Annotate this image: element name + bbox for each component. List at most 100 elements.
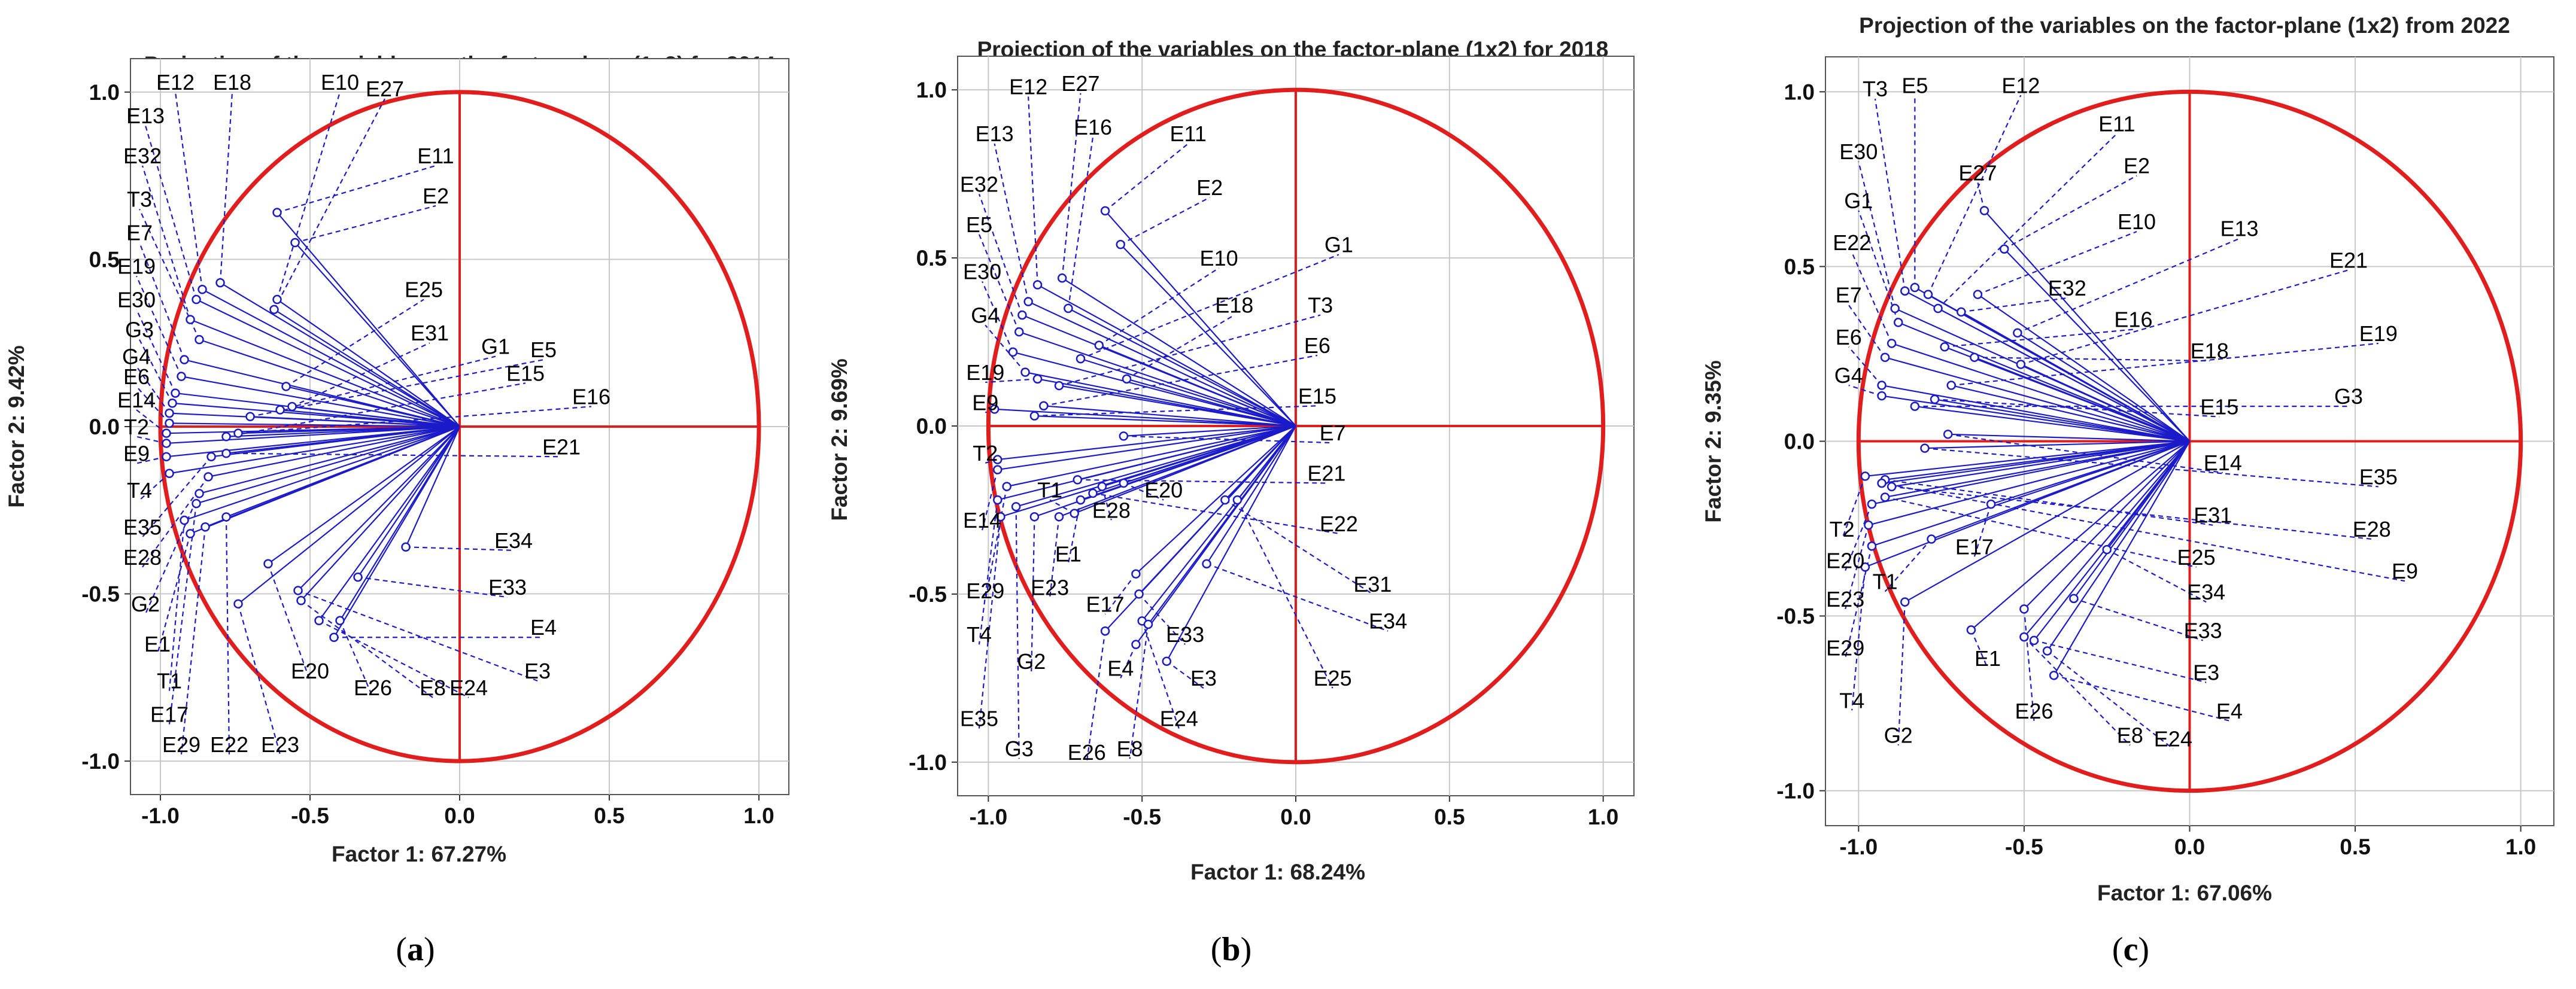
point-label: E11 — [1170, 121, 1207, 146]
vector-line-e35 — [211, 425, 460, 458]
vector-line-e10 — [277, 299, 460, 427]
leader-line-e7 — [1848, 305, 1886, 358]
point-label: E14 — [963, 508, 1001, 532]
point-label: E5 — [966, 212, 992, 237]
data-point-e17 — [1131, 569, 1141, 579]
data-point-e10 — [1973, 290, 1983, 299]
leader-line-e24 — [2046, 650, 2174, 750]
chart-panel-b: Projection of the variables on the facto… — [827, 37, 1635, 968]
chart-panel-c: Projection of the variables on the facto… — [1701, 13, 2554, 968]
point-label: E26 — [1068, 740, 1106, 765]
y-tick-label: 0.5 — [916, 246, 947, 270]
vector-line-e13 — [1028, 301, 1296, 427]
y-axis-label: Factor 2: 9.69% — [827, 358, 852, 521]
leader-line-e33 — [1138, 594, 1186, 645]
y-tick-label: 0.5 — [89, 247, 120, 272]
data-point-e23 — [1054, 512, 1064, 522]
point-label: E28 — [2353, 517, 2391, 541]
x-tick-label: -0.5 — [291, 804, 329, 828]
leader-line-e23 — [1845, 525, 1869, 610]
point-label: E4 — [530, 615, 557, 640]
vector-line-e7 — [1123, 425, 1296, 437]
leader-line-e24 — [318, 620, 469, 698]
vector-line-e23 — [1868, 440, 2190, 526]
leader-line-e33 — [2073, 598, 2203, 641]
leader-line-e8 — [300, 600, 433, 698]
leader-line-e4 — [1120, 644, 1137, 678]
point-label: E30 — [117, 287, 156, 312]
vector-line-e3 — [2033, 440, 2191, 641]
data-point-e28 — [203, 472, 213, 482]
vector-line-e2 — [1120, 244, 1296, 427]
vector-line-e31 — [291, 406, 460, 428]
vector-line-e23 — [1059, 425, 1296, 518]
data-point-e15 — [1029, 411, 1040, 421]
point-label: E30 — [1839, 139, 1878, 164]
data-point-e15 — [221, 432, 231, 442]
leader-line-e25 — [285, 299, 424, 387]
data-point-e33 — [2069, 594, 2079, 604]
point-label: T2 — [124, 415, 149, 439]
data-point-e10 — [272, 294, 282, 305]
vector-line-e23 — [238, 426, 460, 605]
point-label: G1 — [481, 334, 510, 359]
leader-line-e1 — [156, 533, 192, 655]
vector-line-e13 — [196, 299, 460, 427]
point-label: E22 — [1833, 230, 1871, 255]
vector-line-e6 — [1043, 405, 1296, 427]
vector-line-e27 — [1062, 277, 1296, 427]
leader-line-e35 — [978, 516, 1002, 729]
x-tick-label: -1.0 — [1839, 835, 1878, 859]
leader-line-e20 — [1845, 504, 1873, 571]
data-point-e5 — [1014, 327, 1024, 337]
data-point-t2 — [1860, 471, 1870, 481]
data-point-e2 — [290, 238, 300, 248]
point-label: E20 — [1144, 478, 1183, 503]
vector-line-g4 — [169, 412, 460, 428]
point-label: E7 — [1836, 283, 1862, 308]
leader-line-t2 — [1841, 476, 1866, 540]
leader-line-e18 — [1974, 357, 2210, 362]
data-point-e28 — [1887, 482, 1897, 492]
vector-line-e3 — [1166, 425, 1296, 662]
leader-line-e13 — [144, 125, 198, 300]
point-label: E33 — [2184, 618, 2222, 643]
leader-line-e12 — [1028, 96, 1038, 285]
data-point-e26 — [335, 616, 345, 626]
vector-line-e6 — [1881, 384, 2190, 442]
vector-line-e19 — [1037, 378, 1296, 427]
leader-line-g2 — [1031, 516, 1035, 672]
point-label: T4 — [967, 622, 992, 647]
leader-line-e32 — [978, 193, 1023, 315]
data-point-e32 — [186, 315, 195, 324]
point-label: E25 — [2177, 545, 2216, 570]
data-point-e35 — [206, 452, 216, 462]
vector-line-t2 — [166, 425, 460, 445]
leader-line-e1 — [1067, 500, 1082, 564]
vector-line-e8 — [300, 426, 460, 601]
vector-line-e18 — [1974, 357, 2190, 442]
point-label: E10 — [1200, 246, 1238, 270]
leader-line-e10 — [1977, 231, 2137, 296]
point-label: E7 — [1320, 421, 1346, 445]
data-point-e14 — [993, 465, 1003, 474]
x-axis-label: Factor 1: 68.24% — [1190, 860, 1365, 884]
leader-line-g4 — [136, 366, 170, 414]
leader-line-t3 — [139, 209, 200, 340]
leader-line-e26 — [339, 620, 374, 698]
leader-line-e28 — [1101, 486, 1112, 521]
point-label: E3 — [2193, 661, 2219, 685]
point-label: E29 — [1826, 636, 1864, 661]
leader-line-e25 — [1885, 496, 2197, 568]
point-label: E4 — [2216, 699, 2243, 723]
data-point-e20 — [1867, 499, 1877, 509]
leader-line-e24 — [1141, 620, 1180, 729]
leader-line-e17 — [168, 503, 198, 725]
vector-line-e27 — [274, 309, 460, 427]
point-label: T1 — [157, 669, 182, 693]
leader-line-e17 — [1104, 573, 1137, 615]
y-tick-label: 1.0 — [89, 80, 120, 105]
point-label: G2 — [131, 592, 160, 616]
data-point-e20 — [1119, 478, 1129, 488]
leader-line-t4 — [139, 473, 170, 501]
